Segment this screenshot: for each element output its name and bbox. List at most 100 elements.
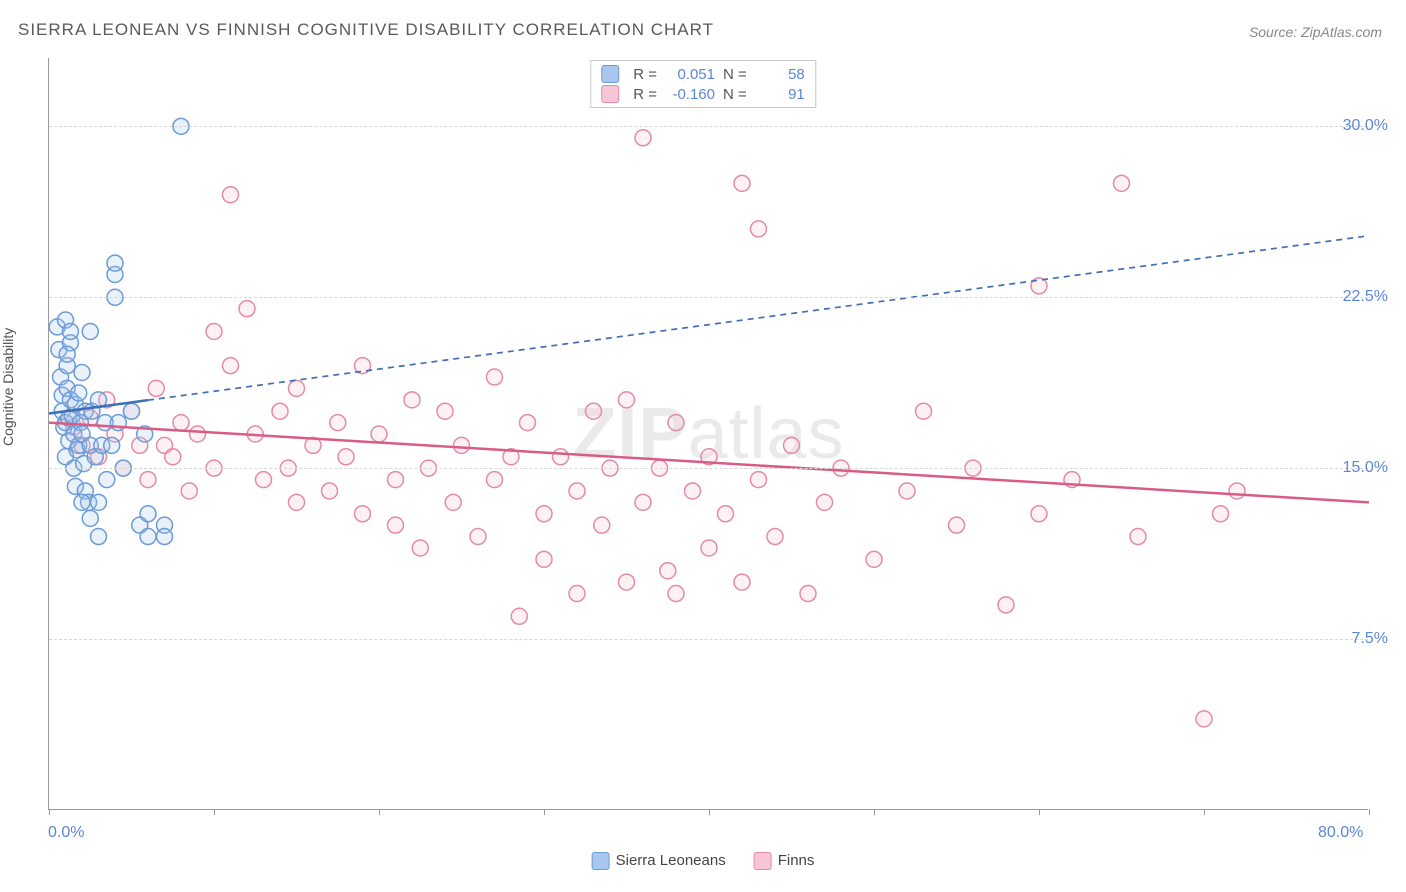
legend-swatch — [592, 852, 610, 870]
data-point — [718, 506, 734, 522]
data-point — [998, 597, 1014, 613]
data-point — [148, 380, 164, 396]
data-point — [157, 529, 173, 545]
data-point — [437, 403, 453, 419]
stat-n-label: N = — [723, 66, 747, 83]
stats-row: R =0.051N =58 — [601, 65, 805, 83]
data-point — [107, 255, 123, 271]
correlation-stats-box: R =0.051N =58R =-0.160N =91 — [590, 60, 816, 108]
data-point — [388, 472, 404, 488]
stat-n-value: 91 — [755, 86, 805, 103]
y-axis-label: Cognitive Disability — [0, 328, 16, 446]
legend-swatch — [601, 85, 619, 103]
data-point — [569, 586, 585, 602]
legend-swatch — [601, 65, 619, 83]
data-point — [619, 392, 635, 408]
stat-r-label: R = — [633, 66, 657, 83]
data-point — [734, 574, 750, 590]
data-point — [899, 483, 915, 499]
source-attribution: Source: ZipAtlas.com — [1249, 24, 1382, 40]
data-point — [1213, 506, 1229, 522]
x-tick-label: 0.0% — [48, 824, 84, 842]
x-tick-label: 80.0% — [1318, 824, 1363, 842]
data-point — [404, 392, 420, 408]
legend-label: Sierra Leoneans — [616, 852, 726, 869]
data-point — [569, 483, 585, 499]
data-point — [412, 540, 428, 556]
y-tick-label: 30.0% — [1343, 117, 1388, 135]
data-point — [338, 449, 354, 465]
data-point — [619, 574, 635, 590]
data-point — [454, 437, 470, 453]
scatter-svg — [49, 58, 1368, 809]
data-point — [660, 563, 676, 579]
data-point — [190, 426, 206, 442]
data-point — [470, 529, 486, 545]
x-tick — [874, 809, 875, 815]
data-point — [91, 494, 107, 510]
x-tick — [379, 809, 380, 815]
data-point — [668, 586, 684, 602]
data-point — [635, 130, 651, 146]
data-point — [239, 301, 255, 317]
x-tick — [1369, 809, 1370, 815]
data-point — [1229, 483, 1245, 499]
data-point — [371, 426, 387, 442]
data-point — [165, 449, 181, 465]
data-point — [289, 494, 305, 510]
data-point — [181, 483, 197, 499]
data-point — [74, 494, 90, 510]
data-point — [511, 608, 527, 624]
stat-r-label: R = — [633, 86, 657, 103]
trend-line-dashed — [148, 236, 1369, 400]
x-tick — [709, 809, 710, 815]
legend-item: Sierra Leoneans — [592, 852, 726, 870]
gridline — [49, 468, 1368, 469]
data-point — [751, 221, 767, 237]
data-point — [734, 175, 750, 191]
data-point — [62, 323, 78, 339]
gridline — [49, 126, 1368, 127]
chart-title: SIERRA LEONEAN VS FINNISH COGNITIVE DISA… — [18, 20, 714, 40]
data-point — [800, 586, 816, 602]
trend-line-solid — [49, 423, 1369, 503]
data-point — [82, 510, 98, 526]
data-point — [635, 494, 651, 510]
data-point — [1114, 175, 1130, 191]
legend-item: Finns — [754, 852, 815, 870]
data-point — [916, 403, 932, 419]
data-point — [71, 385, 87, 401]
plot-area: ZIPatlas — [48, 58, 1368, 810]
data-point — [1031, 506, 1047, 522]
data-point — [140, 506, 156, 522]
data-point — [536, 551, 552, 567]
data-point — [173, 415, 189, 431]
data-point — [1130, 529, 1146, 545]
data-point — [82, 323, 98, 339]
data-point — [949, 517, 965, 533]
x-tick — [544, 809, 545, 815]
data-point — [536, 506, 552, 522]
stat-r-value: -0.160 — [665, 86, 715, 103]
y-tick-label: 15.0% — [1343, 459, 1388, 477]
data-point — [206, 323, 222, 339]
stat-n-label: N = — [723, 86, 747, 103]
data-point — [784, 437, 800, 453]
data-point — [223, 187, 239, 203]
data-point — [104, 437, 120, 453]
data-point — [487, 369, 503, 385]
data-point — [322, 483, 338, 499]
data-point — [520, 415, 536, 431]
stats-row: R = -0.160 N = 91 — [601, 85, 805, 103]
legend-label: Finns — [778, 852, 815, 869]
y-tick-label: 7.5% — [1352, 630, 1388, 648]
data-point — [668, 415, 684, 431]
data-point — [701, 540, 717, 556]
data-point — [445, 494, 461, 510]
data-point — [59, 346, 75, 362]
x-tick — [1039, 809, 1040, 815]
data-point — [99, 472, 115, 488]
data-point — [767, 529, 783, 545]
data-point — [124, 403, 140, 419]
data-point — [74, 364, 90, 380]
